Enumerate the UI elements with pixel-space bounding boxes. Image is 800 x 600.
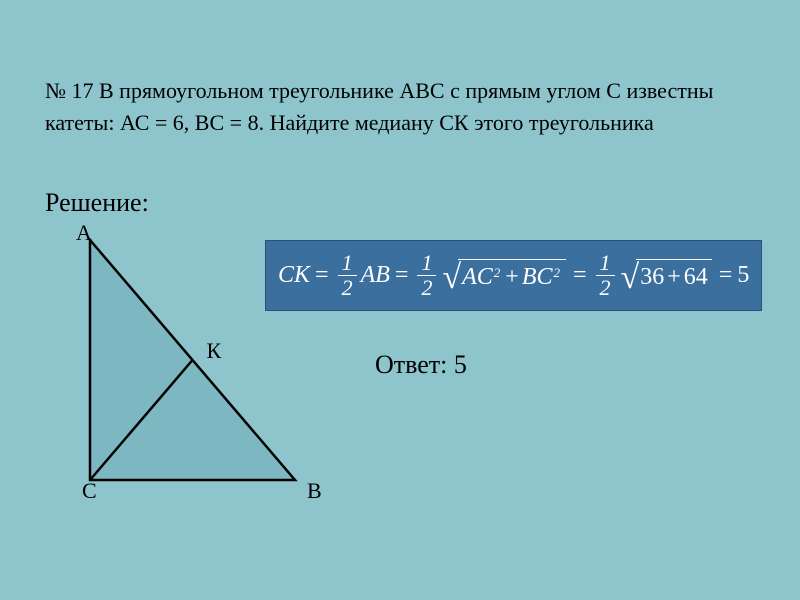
problem-line2: катеты: АС = 6, ВС = 8. Найдите медиану … xyxy=(45,107,755,139)
formula-block: CK = 1 2 AB = 1 2 √ AC2 + BC2 = 1 2 √ 36… xyxy=(265,240,762,311)
equals-3: = xyxy=(573,262,587,289)
fraction-2: 1 2 xyxy=(417,251,436,300)
vertex-label-b: В xyxy=(307,478,322,504)
fraction-3: 1 2 xyxy=(596,251,615,300)
radical-sign-1: √ xyxy=(442,266,461,290)
result-5: 5 xyxy=(737,262,749,289)
term-ck: CK xyxy=(278,262,310,289)
sup-ac: 2 xyxy=(494,265,501,281)
frac1-num: 1 xyxy=(338,251,357,276)
frac2-num: 1 xyxy=(417,251,436,276)
equals-2: = xyxy=(395,262,409,289)
problem-statement: № 17 В прямоугольном треугольнике АВС с … xyxy=(45,75,755,139)
term-ab: AB xyxy=(361,262,390,289)
sup-bc: 2 xyxy=(554,265,561,281)
sqrt-1: √ AC2 + BC2 xyxy=(442,259,566,293)
val-36: 36 xyxy=(640,264,664,291)
frac3-den: 2 xyxy=(596,276,615,300)
frac2-den: 2 xyxy=(417,276,436,300)
solution-label: Решение: xyxy=(45,188,149,218)
vertex-label-c: С xyxy=(82,478,97,504)
frac1-den: 2 xyxy=(338,276,357,300)
frac3-num: 1 xyxy=(596,251,615,276)
plus-2: + xyxy=(667,264,681,291)
answer-label: Ответ: 5 xyxy=(375,350,467,380)
equals-1: = xyxy=(315,262,329,289)
radical-sign-2: √ xyxy=(621,266,640,290)
val-64: 64 xyxy=(684,264,708,291)
vertex-label-a: A xyxy=(76,220,92,246)
term-ac: AC xyxy=(462,264,493,291)
sqrt-2: √ 36 + 64 xyxy=(621,259,712,293)
radicand-2: 36 + 64 xyxy=(636,259,712,293)
plus-1: + xyxy=(505,264,519,291)
fraction-1: 1 2 xyxy=(338,251,357,300)
problem-line1: № 17 В прямоугольном треугольнике АВС с … xyxy=(45,75,755,107)
equals-4: = xyxy=(719,262,733,289)
vertex-label-k: К xyxy=(207,338,222,364)
term-bc: BC xyxy=(522,264,553,291)
radicand-1: AC2 + BC2 xyxy=(458,259,566,293)
